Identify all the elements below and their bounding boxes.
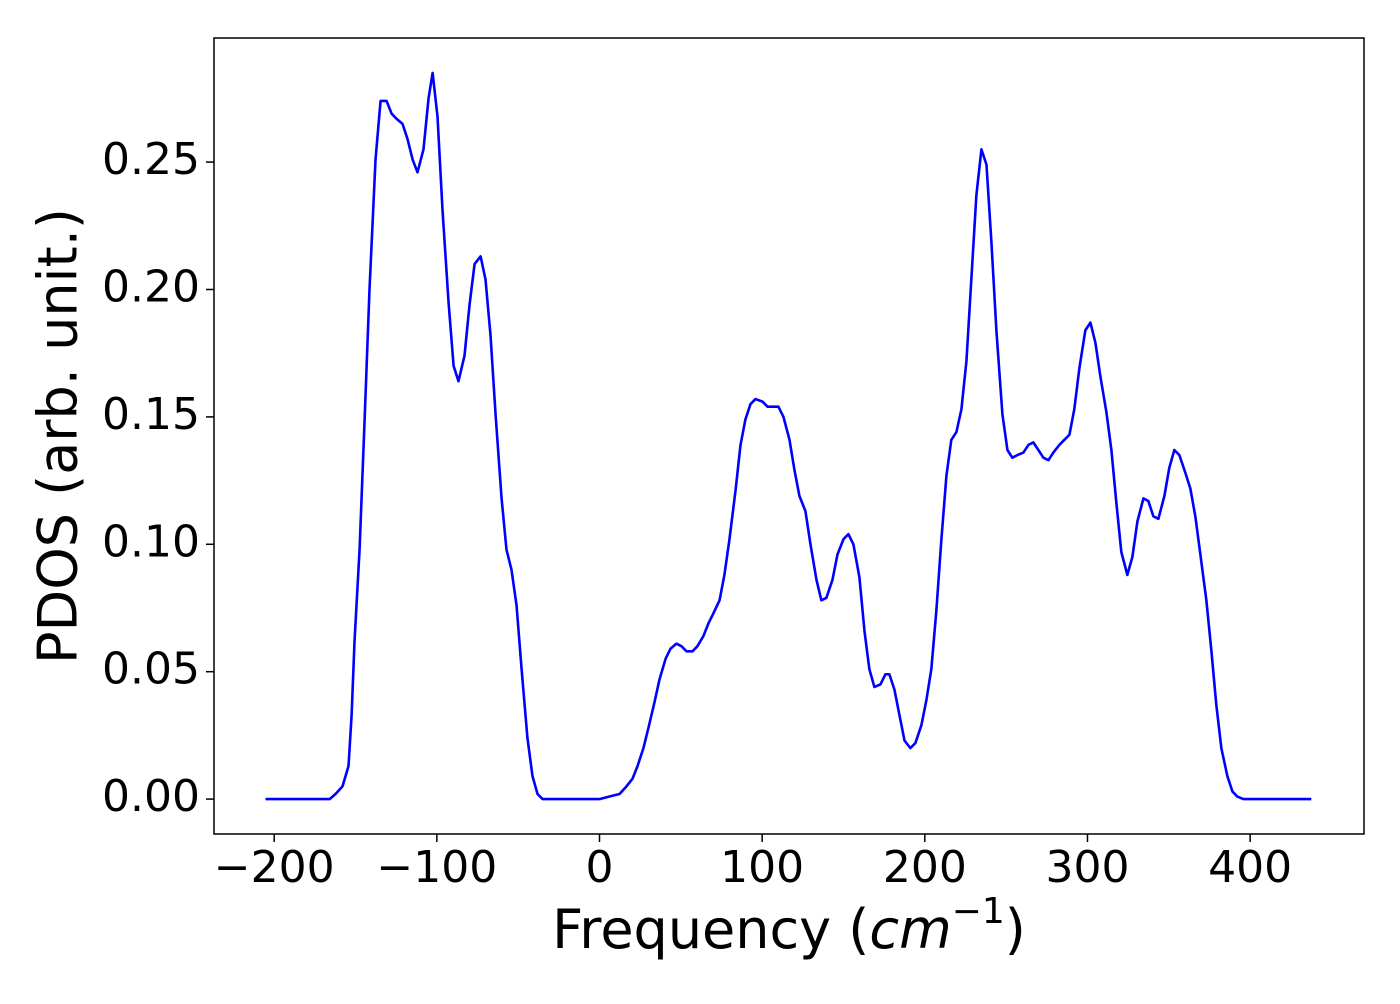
x-tick-label: 300 xyxy=(1045,842,1129,893)
x-tick-label: 0 xyxy=(586,842,614,893)
x-label-close: ) xyxy=(1005,898,1026,961)
x-tick-label: −200 xyxy=(214,842,335,893)
x-tick-label: 100 xyxy=(720,842,804,893)
x-tick-label: −100 xyxy=(376,842,497,893)
y-tick-label: 0.15 xyxy=(102,389,200,440)
y-tick-label: 0.25 xyxy=(102,134,200,185)
x-label-unit: cm xyxy=(869,898,951,961)
x-label-text: Frequency ( xyxy=(552,898,869,961)
plot-frame xyxy=(213,37,1365,835)
y-tick-label: 0.20 xyxy=(102,261,200,312)
y-axis-label: PDOS (arb. unit.) xyxy=(27,208,90,664)
pdos-line xyxy=(265,71,1312,801)
y-tick-label: 0.10 xyxy=(102,516,200,567)
y-tick-label: 0.00 xyxy=(102,771,200,822)
x-tick-label: 200 xyxy=(883,842,967,893)
y-tick-label: 0.05 xyxy=(102,644,200,695)
x-tick-label: 400 xyxy=(1208,842,1292,893)
x-label-exponent: −1 xyxy=(952,891,1005,932)
x-axis-label: Frequency (cm−1) xyxy=(552,891,1026,961)
